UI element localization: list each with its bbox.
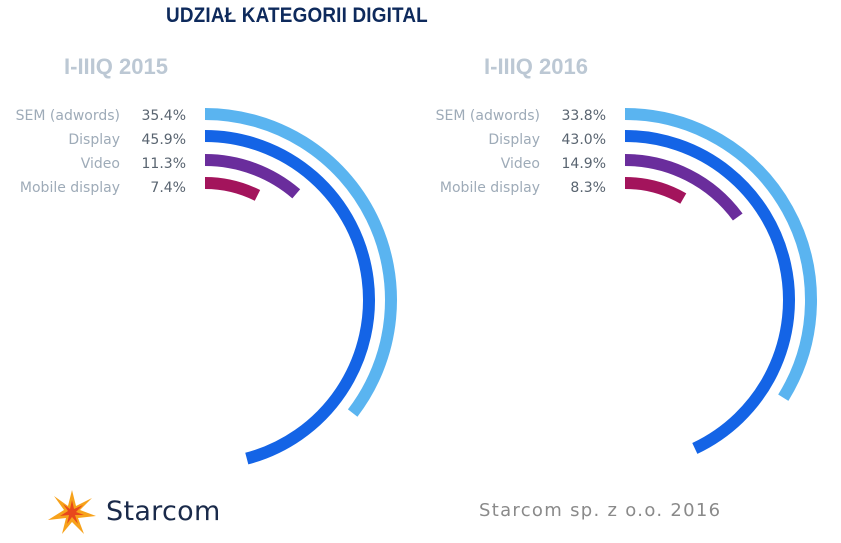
legend-label-sem: SEM (adwords) [15, 108, 120, 124]
legend-label-display: Display [488, 132, 540, 148]
legend-value-sem: 35.4% [141, 108, 186, 124]
arc-display [204, 130, 375, 465]
chart-panel-2016: I-IIIQ 2016 SEM (adwords) 33.8% Display … [420, 0, 840, 480]
radial-chart-2016 [624, 108, 817, 454]
chart-title: UDZIAŁ KATEGORII DIGITAL [166, 4, 428, 27]
arc-sem [204, 108, 397, 417]
legend-label-mobile: Mobile display [439, 180, 540, 196]
legend-label-mobile: Mobile display [19, 180, 120, 196]
chart-panel-2015: I-IIIQ 2015 SEM (adwords) 35.4% Display … [0, 0, 420, 480]
legend-value-video: 11.3% [141, 156, 186, 172]
arc-mobile [624, 177, 687, 204]
radial-chart-2015 [204, 108, 397, 465]
legend-value-mobile: 7.4% [150, 180, 186, 196]
star-burst-icon [48, 490, 96, 534]
footer-copyright: Starcom sp. z o.o. 2016 [479, 500, 722, 521]
arc-sem [624, 108, 817, 401]
legend-value-display: 45.9% [141, 132, 186, 148]
legend-value-video: 14.9% [561, 156, 606, 172]
arc-video [204, 154, 301, 199]
arc-display [624, 130, 795, 454]
legend-label-display: Display [68, 132, 120, 148]
arc-mobile [204, 177, 261, 201]
legend-label-video: Video [80, 156, 120, 172]
period-title-2016: I-IIIQ 2016 [484, 54, 588, 79]
legend-value-display: 43.0% [561, 132, 606, 148]
legend-label-sem: SEM (adwords) [435, 108, 540, 124]
period-title-2015: I-IIIQ 2015 [64, 54, 168, 79]
starcom-logo: Starcom [44, 486, 244, 534]
arc-video [624, 154, 743, 221]
brand-name: Starcom [106, 496, 221, 527]
legend-label-video: Video [500, 156, 540, 172]
legend-value-sem: 33.8% [561, 108, 606, 124]
legend-value-mobile: 8.3% [570, 180, 606, 196]
